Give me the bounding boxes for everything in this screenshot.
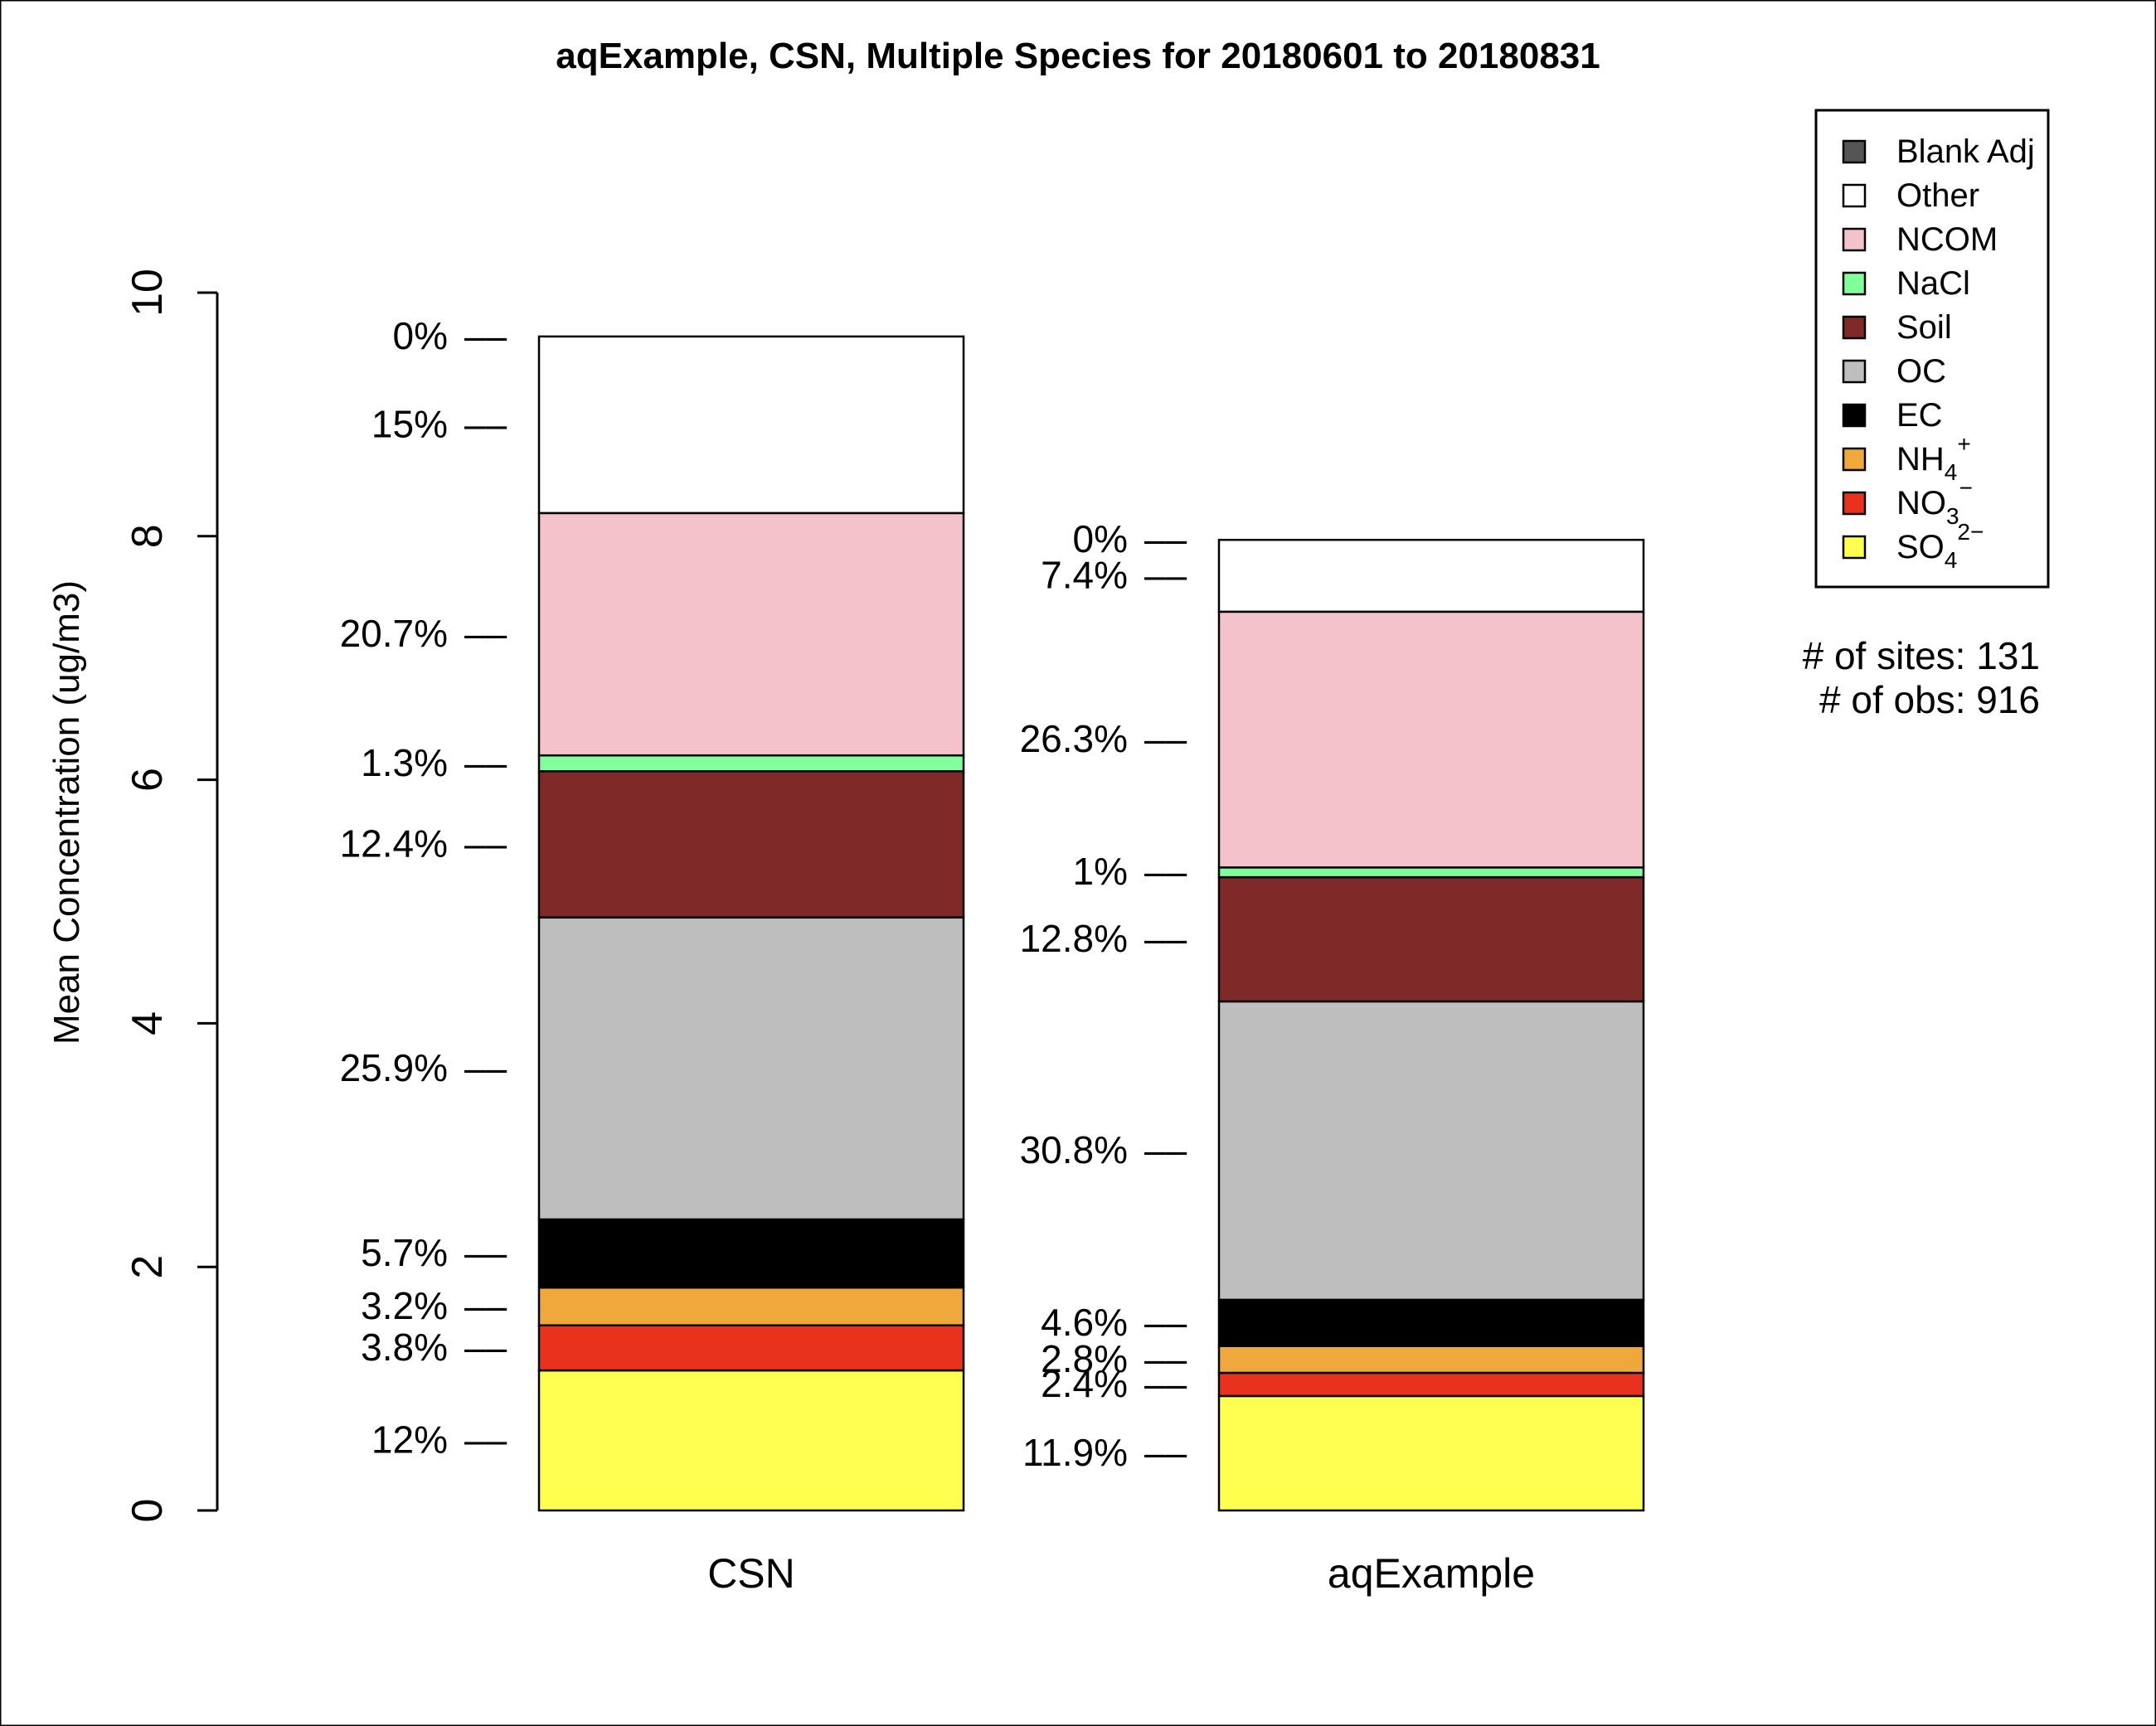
sites-count-note: # of sites: 131 — [1803, 634, 2040, 677]
bar-segment-other — [537, 335, 965, 515]
bar-segment-ncom — [1217, 610, 1645, 869]
y-axis-label: Mean Concentration (ug/m3) — [46, 580, 87, 1045]
bar-segment-nh4 — [537, 1286, 965, 1326]
legend-swatch-ec — [1842, 403, 1867, 428]
legend-swatch-ncom — [1842, 227, 1867, 252]
bar-segment-other — [1217, 538, 1645, 613]
segment-label-dash: –– — [464, 1046, 507, 1089]
y-tick-label: 6 — [124, 768, 172, 792]
segment-percent-label: 3.2% — [361, 1284, 448, 1327]
segment-label-dash: –– — [1144, 517, 1187, 560]
bar-segment-ncom — [537, 511, 965, 757]
segment-label-dash: –– — [1144, 850, 1187, 893]
bar-segment-soil — [1217, 875, 1645, 1003]
legend-swatch-nh4 — [1842, 447, 1867, 472]
y-tick-label: 0 — [124, 1499, 172, 1523]
chart-title: aqExample, CSN, Multiple Species for 201… — [556, 36, 1600, 76]
y-tick-label: 2 — [124, 1255, 172, 1279]
legend-swatch-other — [1842, 183, 1867, 208]
legend-swatch-nacl — [1842, 271, 1867, 296]
y-tick-label: 4 — [124, 1011, 172, 1035]
legend-label-ncom: NCOM — [1896, 221, 1998, 258]
legend-swatch-so4 — [1842, 535, 1867, 560]
segment-label-dash: –– — [1144, 1301, 1187, 1344]
bar-segment-oc — [1217, 1000, 1645, 1302]
legend-label-nacl: NaCl — [1896, 265, 1970, 302]
obs-count-note: # of obs: 916 — [1819, 678, 2040, 721]
segment-percent-label: 11.9% — [1022, 1431, 1128, 1474]
segment-percent-label: 2.8% — [1041, 1337, 1128, 1380]
segment-percent-label: 2.4% — [1041, 1362, 1128, 1405]
bar-segment-so4 — [537, 1369, 965, 1512]
segment-label-dash: –– — [1144, 917, 1187, 960]
segment-percent-label: 12.8% — [1020, 917, 1128, 960]
segment-percent-label: 1% — [1073, 850, 1128, 893]
segment-label-dash: –– — [464, 1418, 507, 1462]
segment-label-dash: –– — [1144, 1337, 1187, 1380]
segment-label-dash: –– — [1144, 717, 1187, 760]
bar-segment-soil — [537, 770, 965, 919]
legend-swatch-no3 — [1842, 491, 1867, 516]
segment-percent-label: 5.7% — [361, 1231, 448, 1274]
segment-label-dash: –– — [1144, 1128, 1187, 1171]
bars-group: 12% –– 3.8% –– 3.2% –– 5.7% –– 25.9% –– 12.4% –– 1.3… — [340, 314, 1645, 1597]
segment-percent-label: 3.8% — [361, 1326, 448, 1369]
segment-percent-label: 12.4% — [340, 822, 448, 865]
legend-label-other: Other — [1896, 177, 1979, 214]
legend-label-blank: Blank Adj — [1896, 133, 2035, 170]
segment-label-dash: –– — [464, 1284, 507, 1327]
segment-percent-label: 4.6% — [1041, 1301, 1128, 1344]
legend-label-ec: EC — [1896, 397, 1943, 434]
segment-percent-label: 26.3% — [1020, 717, 1128, 760]
segment-label-dash: –– — [1144, 1431, 1187, 1474]
segment-percent-label: 20.7% — [340, 612, 448, 655]
segment-percent-label: 15% — [371, 402, 448, 445]
legend-label-oc: OC — [1896, 353, 1946, 390]
y-tick-label: 8 — [124, 524, 172, 548]
legend-swatch-soil — [1842, 315, 1867, 340]
segment-label-dash: –– — [464, 402, 507, 445]
y-axis: 0 2 4 6 8 10 — [124, 269, 219, 1523]
y-tick-label: 10 — [124, 269, 172, 317]
bar-segment-nacl — [1217, 866, 1645, 879]
bar-segment-no3 — [537, 1324, 965, 1372]
segment-label-dash: –– — [464, 314, 507, 357]
bar-segment-ec — [1217, 1298, 1645, 1347]
segment-label-dash: –– — [464, 1326, 507, 1369]
bar-segment-ec — [537, 1218, 965, 1289]
legend: Blank AdjOtherNCOMNaClSoilOCECNH4+NO3−SO… — [1814, 109, 2050, 589]
segment-label-dash: –– — [1144, 1362, 1187, 1405]
x-tick-label: aqExample — [1328, 1550, 1535, 1597]
bar-segment-nh4 — [1217, 1345, 1645, 1374]
segment-percent-label: 1.3% — [361, 741, 448, 784]
bar-segment-no3 — [1217, 1371, 1645, 1398]
legend-swatch-oc — [1842, 359, 1867, 384]
legend-swatch-blank — [1842, 139, 1867, 164]
segment-percent-label: 7.4% — [1041, 554, 1128, 597]
segment-percent-label: 25.9% — [340, 1046, 448, 1089]
segment-percent-label: 30.8% — [1020, 1128, 1128, 1171]
segment-percent-label: 0% — [393, 314, 448, 357]
segment-label-dash: –– — [1144, 554, 1187, 597]
segment-percent-label: 12% — [371, 1418, 448, 1462]
segment-label-dash: –– — [464, 822, 507, 865]
legend-label-soil: Soil — [1896, 309, 1952, 346]
segment-percent-label: 0% — [1073, 517, 1128, 560]
bar-segment-nacl — [537, 754, 965, 773]
segment-label-dash: –– — [464, 612, 507, 655]
bar-segment-oc — [537, 916, 965, 1221]
segment-label-dash: –– — [464, 741, 507, 784]
segment-label-dash: –– — [464, 1231, 507, 1274]
bar-segment-so4 — [1217, 1394, 1645, 1512]
x-tick-label: CSN — [707, 1550, 795, 1597]
